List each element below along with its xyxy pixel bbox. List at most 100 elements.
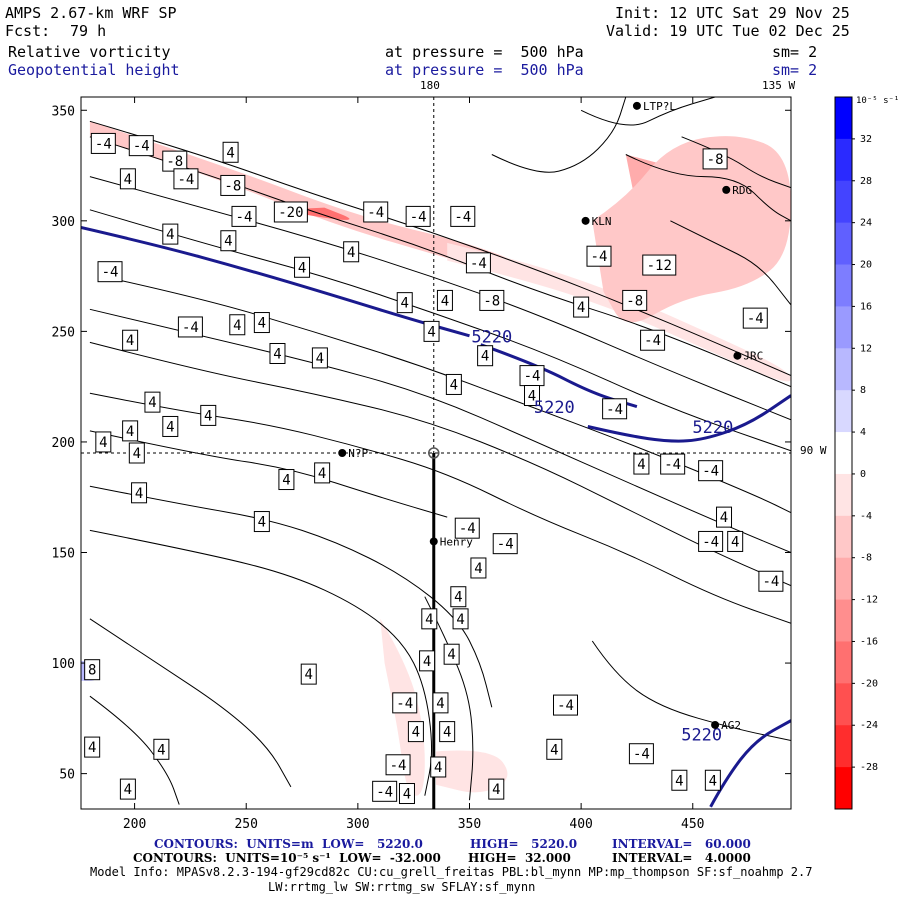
- vorticity-label: -4: [177, 316, 203, 338]
- vorticity-label-text: 4: [273, 346, 281, 362]
- vorticity-label: -4: [363, 201, 389, 223]
- colorbar-segment: [835, 557, 852, 601]
- vorticity-label-text: -4: [702, 464, 719, 480]
- vorticity-label-text: 4: [425, 612, 433, 628]
- vorticity-label-text: 4: [298, 260, 306, 276]
- vorticity-label-text: 4: [224, 234, 232, 250]
- vorticity-label-text: -4: [557, 698, 574, 714]
- vorticity-label-box: [162, 415, 179, 437]
- colorbar-tick-label: 20: [860, 260, 872, 271]
- vorticity-label: 4: [716, 506, 733, 528]
- vorticity-label-text: 4: [135, 486, 143, 502]
- lon-180-label: 180: [420, 79, 440, 92]
- height-contour-label: 5220: [681, 725, 722, 745]
- vorticity-label-text: 4: [412, 725, 420, 741]
- vorticity-label-box: [450, 205, 476, 227]
- vorticity-label: 4: [278, 469, 295, 491]
- vorticity-label-box: [153, 738, 170, 760]
- colorbar-tick-label: 28: [860, 176, 872, 187]
- x-tick-label: 400: [569, 817, 592, 832]
- vorticity-label-box: [552, 694, 578, 716]
- vorticity-label: -4: [97, 261, 123, 283]
- vorticity-label-box: [144, 391, 161, 413]
- model-info-physics: LW:rrtmg_lw SW:rrtmg_sw SFLAY:sf_mynn: [268, 880, 536, 894]
- colorbar-tick-label: 16: [860, 301, 872, 312]
- station-label: JRC: [743, 350, 763, 363]
- vorticity-label: 4: [477, 345, 494, 367]
- colorbar-tick-label: 4: [860, 427, 866, 438]
- vorticity-label-box: [445, 373, 462, 395]
- colorbar-segment: [835, 725, 852, 768]
- colorbar-segment: [835, 264, 852, 307]
- colorbar-segment: [835, 599, 852, 642]
- vorticity-label: -4: [628, 743, 654, 765]
- vorticity-label-text: 4: [99, 435, 107, 451]
- vorticity-label: 4: [131, 482, 148, 504]
- footer-height-a: CONTOURS: UNITS=m LOW= 5220.0: [154, 837, 423, 851]
- vorticity-label: 4: [443, 643, 460, 665]
- vorticity-label-text: -4: [524, 369, 541, 385]
- y-tick-label: 250: [52, 325, 75, 340]
- vorticity-label-text: 4: [492, 782, 500, 798]
- vorticity-label: 4: [421, 608, 438, 630]
- x-tick-label: 300: [346, 817, 369, 832]
- vorticity-label: 4: [423, 320, 440, 342]
- vorticity-label-box: [131, 482, 148, 504]
- vorticity-label-box: [421, 608, 438, 630]
- vorticity-label: 4: [450, 586, 467, 608]
- vorticity-label: 4: [407, 721, 424, 743]
- vorticity-label-box: [454, 517, 480, 539]
- vorticity-label-box: [450, 586, 467, 608]
- vorticity-label-text: -4: [591, 249, 608, 265]
- vorticity-label-text: 4: [454, 590, 462, 606]
- vorticity-label: 4: [119, 168, 136, 190]
- vorticity-contour-line: [89, 341, 791, 587]
- vorticity-label: -4: [602, 398, 628, 420]
- colorbar-tick-label: 0: [860, 469, 866, 480]
- vorticity-label-text: -4: [236, 209, 253, 225]
- vorticity-label: -4: [128, 135, 154, 157]
- valid-time: Valid: 19 UTC Tue 02 Dec 25: [606, 22, 850, 40]
- lon-135w-label: 135 W: [762, 79, 796, 92]
- colorbar-segment: [835, 348, 852, 391]
- vorticity-label-box: [479, 289, 505, 311]
- vorticity-label: -4: [758, 570, 784, 592]
- vorticity-label: -4: [405, 205, 431, 227]
- vorticity-label-box: [452, 608, 469, 630]
- y-tick-label: 50: [59, 768, 75, 783]
- height-contour-label: 5220: [692, 418, 733, 438]
- vorticity-label: 4: [436, 289, 453, 311]
- vorticity-label-box: [119, 168, 136, 190]
- colorbar-segment: [835, 222, 852, 266]
- field2-level: at pressure = 500 hPa: [385, 61, 584, 79]
- vorticity-label-text: 4: [88, 740, 96, 756]
- footer-vort-contours: CONTOURS: UNITS=10⁻⁵ s⁻¹ LOW= -32.000: [133, 852, 441, 865]
- vorticity-label-box: [122, 329, 139, 351]
- vorticity-label-text: -4: [390, 758, 407, 774]
- vorticity-label-text: -4: [497, 537, 514, 553]
- vorticity-label-text: -8: [707, 152, 724, 168]
- vorticity-label-text: -8: [224, 178, 241, 194]
- colorbar-tick-label: 32: [860, 134, 872, 145]
- vorticity-label: 4: [430, 756, 447, 778]
- colorbar-segment: [835, 390, 852, 433]
- vorticity-label-text: 4: [347, 245, 355, 261]
- footer-height-high: HIGH= 5220.0: [470, 838, 577, 851]
- height-contour-5220: [709, 719, 791, 808]
- vorticity-label: 4: [470, 557, 487, 579]
- vorticity-label: 4: [488, 778, 505, 800]
- vorticity-label: 4: [704, 769, 721, 791]
- vorticity-contour-line: [89, 308, 791, 553]
- vorticity-label-text: 4: [528, 389, 536, 405]
- vorticity-label-box: [423, 320, 440, 342]
- vorticity-label-text: -4: [102, 265, 119, 281]
- vorticity-label-text: 4: [474, 561, 482, 577]
- field2-smoothing: sm= 2: [772, 61, 818, 79]
- vorticity-contour-line: [591, 640, 791, 741]
- vorticity-label-text: 4: [720, 510, 728, 526]
- vorticity-label-box: [470, 557, 487, 579]
- vorticity-label: -12: [642, 254, 677, 276]
- vorticity-label-text: 4: [318, 466, 326, 482]
- vorticity-label-box: [343, 241, 360, 263]
